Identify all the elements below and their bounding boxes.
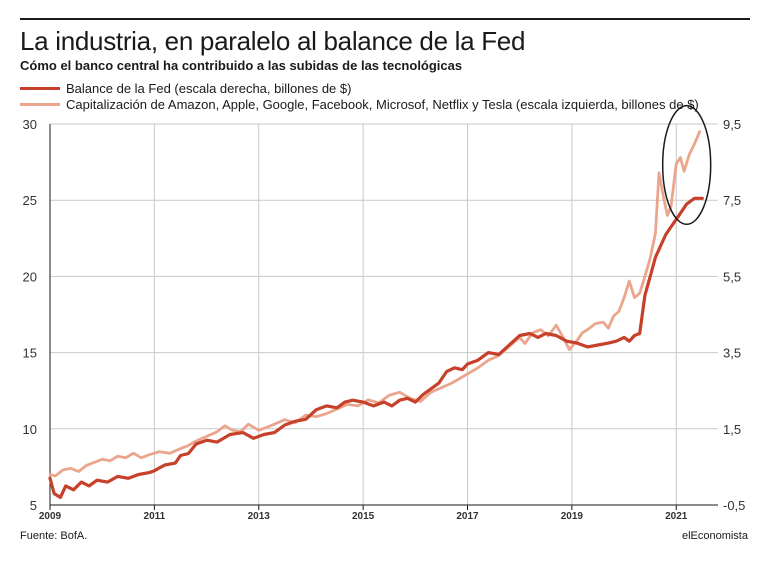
y-right-tick-label: 3,5 <box>723 346 741 361</box>
series-line-tech <box>48 130 702 478</box>
legend-item-fed: Balance de la Fed (escala derecha, billo… <box>20 80 351 96</box>
y-left-tick-label: 5 <box>30 498 37 513</box>
chart-subtitle: Cómo el banco central ha contribuido a l… <box>20 58 463 73</box>
legend-label-fed: Balance de la Fed (escala derecha, billo… <box>66 80 352 96</box>
legend-item-tech: Capitalización de Amazon, Apple, Google,… <box>20 96 699 112</box>
legend-swatch-fed <box>20 86 60 90</box>
y-left-tick-label: 15 <box>23 346 37 361</box>
top-rule <box>20 18 750 20</box>
x-tick-label: 2011 <box>144 511 166 522</box>
y-left-tick-label: 30 <box>23 117 37 132</box>
y-right-tick-label: 7,5 <box>723 193 741 208</box>
y-right-tick-label: 1,5 <box>723 422 741 437</box>
series-line-fed <box>48 196 704 499</box>
peak-highlight-circle <box>661 104 712 226</box>
y-left-tick-label: 25 <box>23 193 37 208</box>
y-right-tick-label: 9,5 <box>723 117 741 132</box>
x-tick-label: 2013 <box>248 511 271 522</box>
y-right-tick-label: 5,5 <box>723 269 741 284</box>
y-left-tick-label: 10 <box>23 422 37 437</box>
source-note: Fuente: BofA. <box>20 530 88 542</box>
x-tick-label: 2017 <box>456 511 479 522</box>
brand-credit: elEconomista <box>681 530 748 542</box>
legend-label-tech: Capitalización de Amazon, Apple, Google,… <box>66 96 699 112</box>
legend-swatch-tech <box>20 102 60 106</box>
y-right-tick-label: -0,5 <box>723 498 745 513</box>
x-tick-label: 2009 <box>39 511 62 522</box>
x-tick-label: 2019 <box>561 511 584 522</box>
y-left-tick-label: 20 <box>23 269 37 284</box>
x-tick-label: 2015 <box>352 511 375 522</box>
x-tick-label: 2021 <box>665 511 688 522</box>
chart-title: La industria, en paralelo al balance de … <box>20 26 526 56</box>
